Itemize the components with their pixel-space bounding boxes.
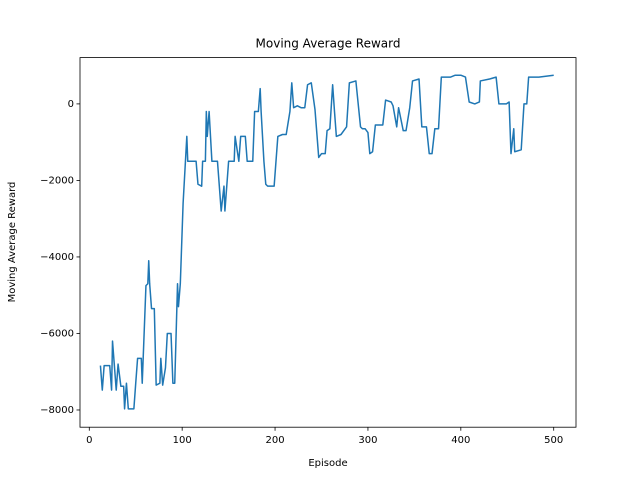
y-axis-label: Moving Average Reward [7,182,18,303]
y-tick-label: 0 [68,99,74,110]
x-tick-label: 100 [173,435,192,446]
y-tick-label: −4000 [40,252,74,263]
x-axis-label: Episode [308,458,347,469]
chart-title: Moving Average Reward [256,37,401,51]
axes-frame [79,57,577,428]
series-line [99,74,554,410]
x-tick-label: 300 [358,435,377,446]
x-tick-label: 400 [451,435,470,446]
y-tick-label: −6000 [40,328,74,339]
x-tick-label: 500 [544,435,563,446]
y-tick-label: −8000 [40,405,74,416]
y-tick-label: −2000 [40,175,74,186]
x-tick-label: 200 [266,435,285,446]
x-tick-label: 0 [86,435,92,446]
